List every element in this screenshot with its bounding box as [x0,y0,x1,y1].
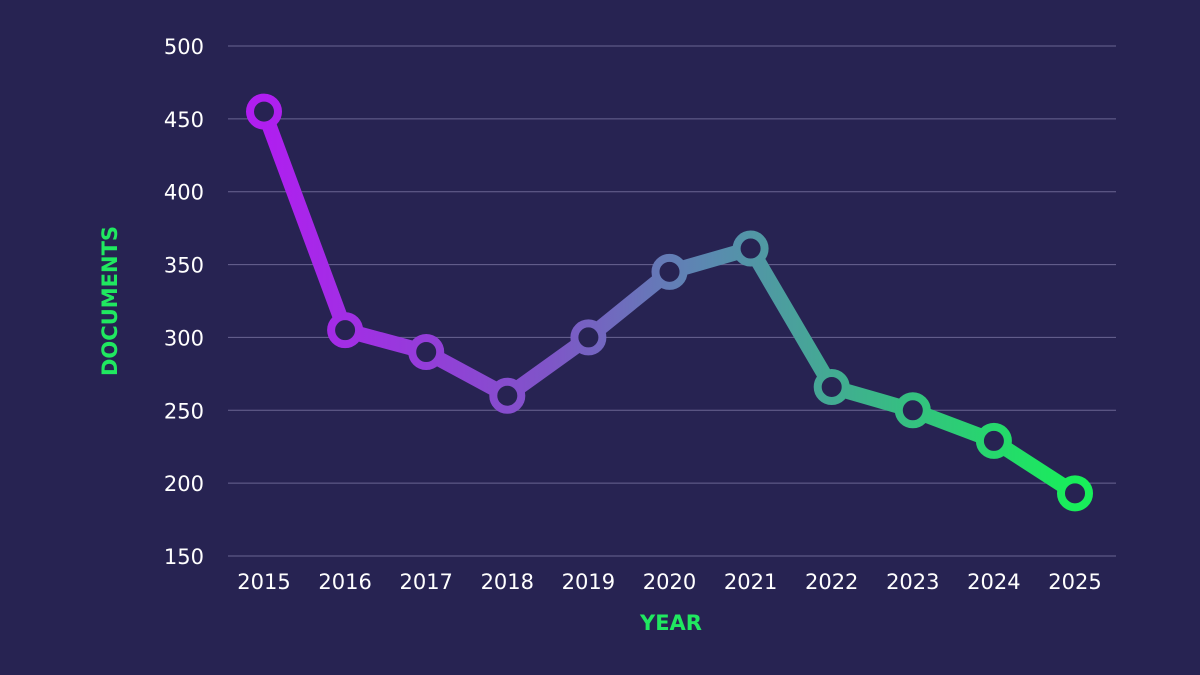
y-tick-label: 200 [164,472,204,496]
x-tick-label: 2023 [886,570,939,594]
data-point [246,93,282,130]
x-tick-label: 2016 [318,570,371,594]
x-tick-label: 2017 [399,570,452,594]
y-tick-label: 150 [164,545,204,569]
y-tick-label: 350 [164,254,204,278]
y-tick-label: 500 [164,35,204,59]
x-axis-ticks: 2015 2016 2017 2018 2019 2020 2021 2022 2023 2024… [237,570,1101,594]
data-series [246,93,1093,512]
data-point [489,377,526,414]
data-point [813,368,850,405]
y-tick-label: 300 [164,326,204,350]
data-point [408,334,445,370]
series-line [256,104,1083,501]
x-tick-label: 2019 [562,570,615,594]
x-tick-label: 2025 [1048,570,1101,594]
x-axis-title: YEAR [639,611,702,635]
data-point [894,392,931,429]
x-tick-label: 2024 [967,570,1020,594]
gridlines [228,45,1116,557]
data-point [732,230,769,267]
data-point [1057,475,1093,512]
y-tick-label: 450 [164,108,204,132]
data-point [327,312,364,349]
y-axis-ticks: 150 200 250 300 350 400 450 500 [164,35,204,569]
x-tick-label: 2020 [643,570,696,594]
x-tick-label: 2018 [481,570,534,594]
x-tick-label: 2015 [237,570,290,594]
y-tick-label: 400 [164,181,204,205]
x-tick-label: 2022 [805,570,858,594]
data-point [651,253,688,290]
x-tick-label: 2021 [724,570,777,594]
data-point [975,422,1012,459]
y-tick-label: 250 [164,399,204,423]
data-point [570,319,607,356]
y-axis-title: DOCUMENTS [98,226,122,376]
